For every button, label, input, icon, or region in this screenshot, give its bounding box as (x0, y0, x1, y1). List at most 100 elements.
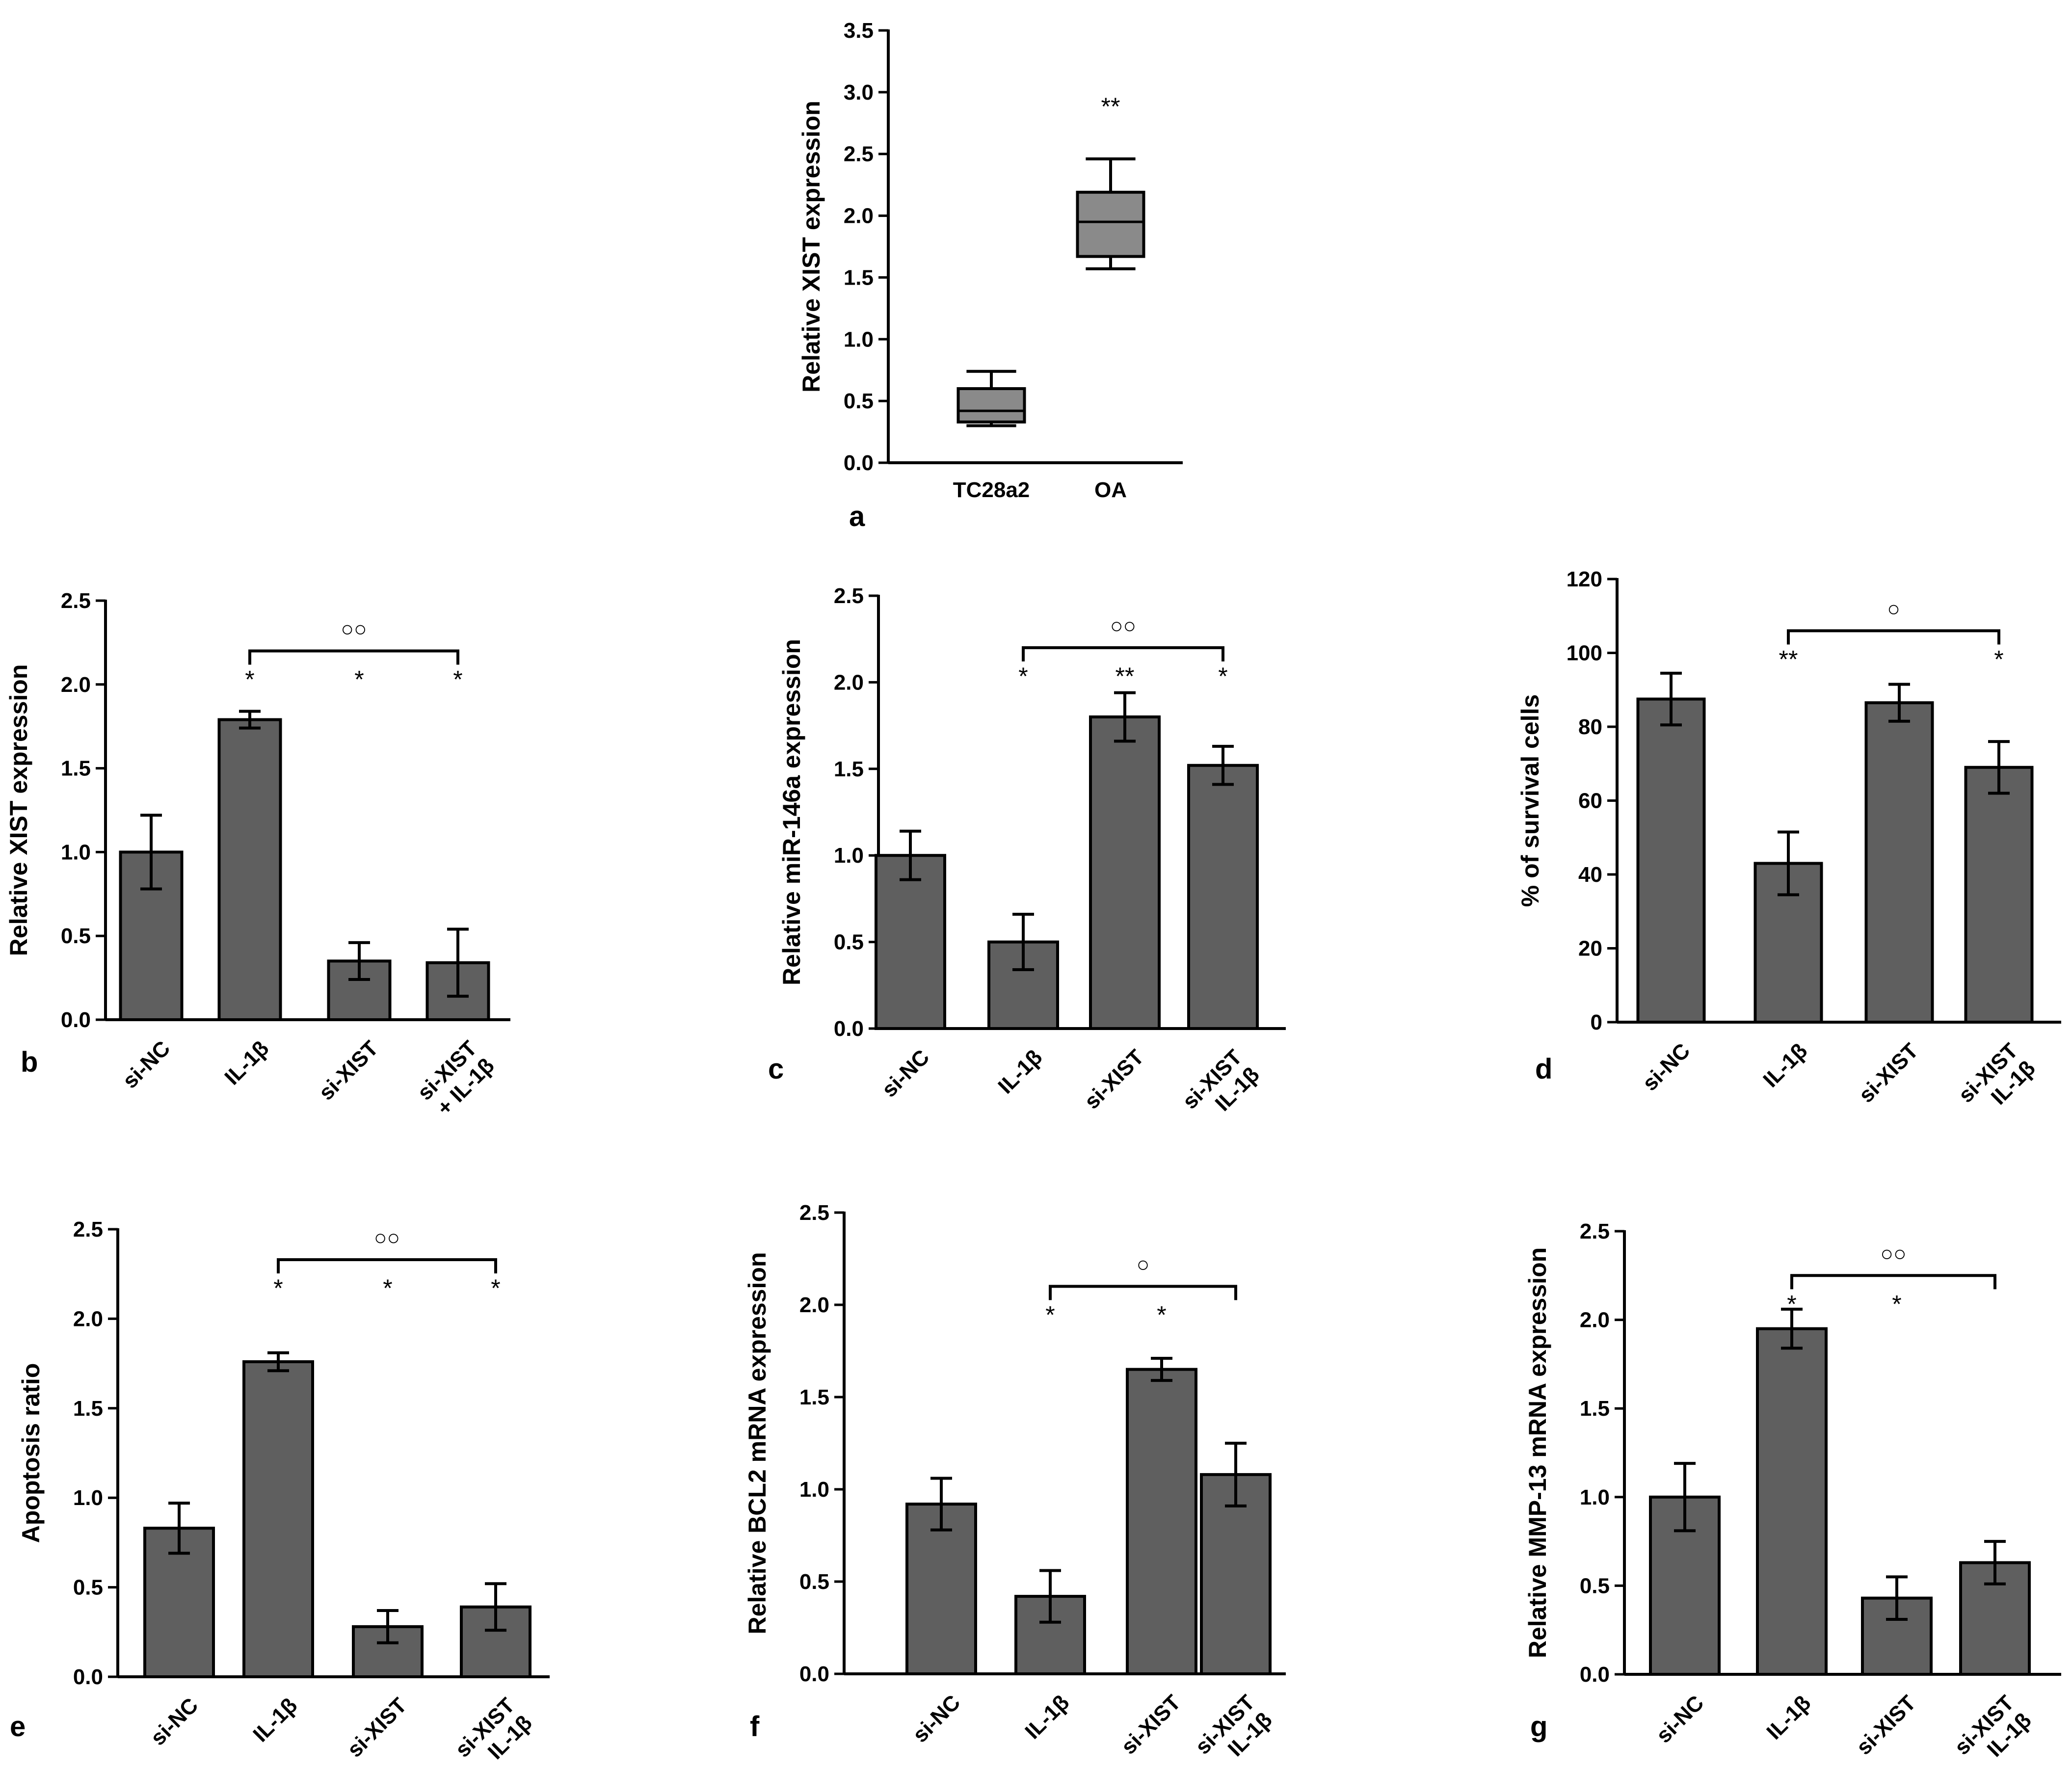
significance-mark: * (1157, 1301, 1166, 1328)
bar-group-3: si-XISTIL-1β (1950, 1540, 2036, 1771)
bar-group-2: ** si-XIST (1080, 662, 1161, 1114)
bracket-line (248, 649, 459, 665)
category-label-line: si-NC (118, 1036, 175, 1093)
bracket-significance: ○○ (1110, 614, 1136, 638)
panel-g: 0.0 0.5 1.0 1.5 2.0 2.5 Relative MMP-13 mRNA e… (1524, 1219, 2061, 1771)
y-axis-title: Relative miR-146a expression (778, 639, 805, 985)
significance-mark: * (273, 1274, 283, 1302)
significance-mark: * (491, 1274, 500, 1302)
category-label: si-XISTIL-1β (1178, 1045, 1264, 1132)
y-axis-title: Relative XIST expression (797, 101, 825, 393)
category-label: TC28a2 (953, 478, 1030, 502)
category-label: IL-1β (220, 1036, 273, 1090)
bar-group-0: si-NC (1649, 1462, 1721, 1748)
significance-mark: * (383, 1274, 392, 1302)
category-label: si-XIST (343, 1693, 411, 1762)
y-tick-label: 80 (1578, 715, 1602, 739)
category-label: si-XIST (314, 1036, 383, 1105)
bar-group-3: * si-XISTIL-1β (1954, 645, 2040, 1110)
y-tick-label: 1.5 (799, 1385, 829, 1409)
bar (1864, 701, 1934, 1024)
bracket-line (277, 1258, 497, 1274)
category-label-line: si-XIST (1080, 1045, 1148, 1114)
y-axis-title: Apoptosis ratio (17, 1363, 45, 1543)
bracket-line (1049, 1285, 1237, 1300)
bar-group-2: * si-XIST (1852, 1290, 1933, 1760)
y-tick-label: 0.0 (73, 1665, 103, 1689)
comparison-bracket: ○○ (277, 1226, 497, 1274)
category-label: si-XISTIL-1β (1950, 1691, 2036, 1771)
category-label: OA (1094, 478, 1127, 502)
box-body (956, 387, 1026, 423)
y-tick-label: 2.5 (61, 589, 91, 613)
y-tick-label: 0.5 (73, 1576, 103, 1600)
category-label: si-NC (1638, 1039, 1695, 1096)
bar-group-3: * si-XISTIL-1β (1178, 662, 1264, 1132)
bar (875, 854, 946, 1030)
y-tick-label: 3.5 (844, 19, 874, 43)
y-tick-label: 1.0 (844, 327, 874, 351)
y-tick-label: 0.0 (1580, 1663, 1610, 1687)
significance-mark: ** (1779, 645, 1798, 673)
category-label: si-XIST+ IL-1β (413, 1036, 499, 1123)
bar-group-0: si-NC (875, 829, 946, 1102)
category-label-line: si-XIST (1116, 1691, 1185, 1759)
bar (1756, 1327, 1828, 1676)
bar-group-3: * si-XISTIL-1β (451, 1274, 536, 1764)
bar-group-0: si-NC (1636, 671, 1706, 1096)
category-label: si-XIST (1116, 1691, 1185, 1759)
comparison-bracket: ○○ (248, 617, 459, 665)
y-tick-label: 1.0 (73, 1486, 103, 1510)
panel-label: f (750, 1711, 760, 1743)
category-label: si-NC (1651, 1691, 1708, 1748)
category-label-line: si-XIST (343, 1693, 411, 1762)
category-label-line: IL-1β (1762, 1691, 1815, 1745)
category-label-line: si-NC (1651, 1691, 1708, 1748)
y-tick-label: 0.5 (1580, 1574, 1610, 1598)
bar-group-1: * IL-1β (242, 1274, 314, 1747)
bar (217, 718, 282, 1021)
bar-group-1: ** IL-1β (1753, 645, 1823, 1092)
category-label: si-XISTIL-1β (1191, 1691, 1277, 1771)
category-label: si-NC (118, 1036, 175, 1093)
y-tick-label: 2.0 (61, 673, 91, 697)
y-tick-label: 3.0 (844, 80, 874, 105)
box-0: TC28a2 (953, 370, 1030, 502)
significance-mark: * (1787, 1290, 1796, 1318)
bar (905, 1503, 977, 1676)
significance-mark: * (354, 665, 364, 693)
category-label: IL-1β (1762, 1691, 1815, 1745)
panel-label: e (10, 1711, 26, 1743)
significance-mark: * (1994, 645, 2003, 673)
category-label-line: IL-1β (1020, 1691, 1074, 1744)
y-axis-title: % of survival cells (1516, 694, 1544, 907)
category-label-line: si-XIST (314, 1036, 383, 1105)
y-tick-label: 1.0 (799, 1478, 829, 1502)
bar (460, 1605, 531, 1679)
panel-label: a (849, 501, 865, 532)
bar-group-1: * IL-1β (1756, 1290, 1828, 1745)
y-tick-label: 2.0 (844, 204, 874, 228)
bar (242, 1360, 314, 1678)
panel-e: 0.0 0.5 1.0 1.5 2.0 2.5 Apoptosis ratio e si-NC *… (10, 1217, 550, 1764)
comparison-bracket: ○ (1049, 1252, 1237, 1300)
y-axis-title: Relative BCL2 mRNA expression (744, 1252, 771, 1635)
y-tick-label: 2.5 (1580, 1219, 1610, 1243)
category-label-line: si-NC (1638, 1039, 1695, 1096)
y-tick-label: 0.5 (834, 930, 864, 954)
y-tick-label: 1.5 (61, 757, 91, 781)
bar-group-0: si-NC (143, 1502, 215, 1750)
comparison-bracket: ○○ (1790, 1242, 1996, 1290)
bar (1200, 1473, 1272, 1675)
y-tick-label: 0.5 (844, 389, 874, 413)
category-label: IL-1β (248, 1693, 302, 1747)
panel-b: 0.0 0.5 1.0 1.5 2.0 2.5 Relative XIST expressi… (5, 589, 510, 1123)
category-label-line: si-NC (908, 1691, 965, 1747)
category-label: si-NC (908, 1691, 965, 1747)
significance-mark: * (453, 665, 462, 693)
significance-mark: * (1218, 662, 1227, 690)
category-label: si-XIST (1852, 1691, 1920, 1760)
y-axis-title: Relative XIST expression (5, 664, 32, 956)
y-tick-label: 0.5 (61, 924, 91, 948)
